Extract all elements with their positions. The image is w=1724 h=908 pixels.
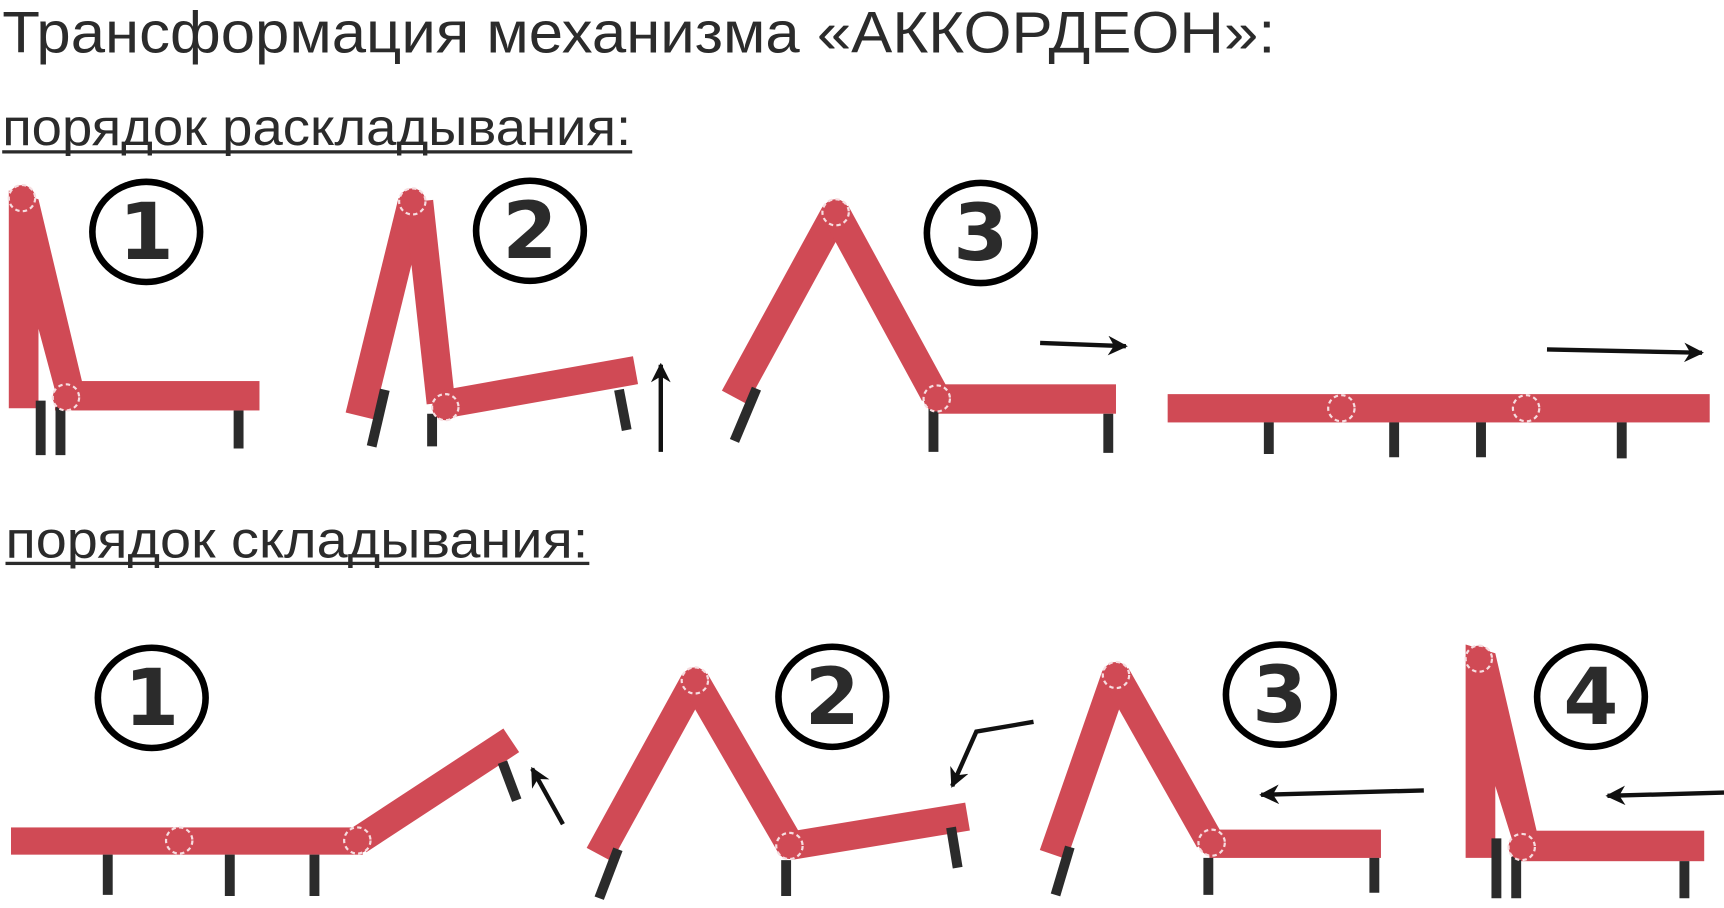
hinge-icon <box>7 183 37 213</box>
sofa-panel <box>823 205 948 401</box>
hinge-icon <box>1101 660 1131 690</box>
hinge-icon <box>1327 394 1356 423</box>
fold-step-2: 2 <box>775 643 890 751</box>
hinge-icon <box>1507 832 1536 862</box>
hinge-icon <box>343 826 372 855</box>
hinge-icon <box>398 187 427 216</box>
step-circle <box>94 644 209 752</box>
sofa-leg <box>729 386 762 443</box>
sofa-leg <box>366 388 390 448</box>
unfold-heading: порядок раскладывания: <box>2 98 631 157</box>
fold-step-1: 1 <box>94 644 209 752</box>
sofa-panel <box>1209 829 1381 858</box>
sofa-panel <box>345 198 427 420</box>
direction-arrow-icon <box>950 719 1034 788</box>
unfold-step-1: 1 <box>89 178 204 286</box>
sofa-leg <box>946 826 963 869</box>
sofa-panel <box>682 673 802 851</box>
fold-heading-underline <box>5 561 590 566</box>
sofa-leg <box>1050 845 1075 897</box>
direction-arrow-icon <box>530 766 565 826</box>
sofa-leg <box>614 388 632 431</box>
sofa-panel <box>1511 830 1705 862</box>
direction-arrow-icon <box>1605 785 1724 806</box>
direction-arrow-icon <box>1546 342 1704 363</box>
step-circle <box>472 177 588 285</box>
hinge-icon <box>164 826 194 855</box>
direction-arrow-icon <box>1040 335 1128 356</box>
hinge-icon <box>680 666 710 695</box>
step-number: 1 <box>119 186 174 278</box>
sofa-backrest <box>8 190 83 409</box>
hinge-icon <box>431 393 460 422</box>
hinge-icon <box>821 198 850 227</box>
unfold-heading-underline <box>2 150 633 154</box>
step-circle <box>89 178 204 286</box>
hinge-icon <box>775 831 804 861</box>
hinge-icon <box>1197 828 1226 857</box>
sofa-leg <box>594 847 623 900</box>
step-circle <box>1533 643 1649 751</box>
sofa-panel <box>934 384 1116 414</box>
unfold-step-2: 2 <box>472 177 588 285</box>
sofa-panel <box>787 802 970 860</box>
fold-step-4: 4 <box>1533 643 1649 751</box>
sofa-panel <box>586 673 708 862</box>
sofa-backrest <box>1465 644 1538 858</box>
hinge-icon <box>1464 644 1494 673</box>
step-number: 2 <box>805 651 860 743</box>
step-circle <box>923 179 1038 287</box>
step-number: 2 <box>502 185 557 277</box>
unfold-step-3: 3 <box>923 179 1038 287</box>
hinge-icon <box>922 384 952 413</box>
page-title: Трансформация механизма «АККОРДЕОН»: <box>2 0 1275 65</box>
sofa-panel <box>1167 394 1710 423</box>
direction-arrow-icon <box>1259 784 1424 805</box>
step-number: 3 <box>1252 649 1307 741</box>
step-circle <box>775 643 890 751</box>
sofa-panel <box>1103 668 1222 848</box>
sofa-panel <box>437 356 639 419</box>
sofa-panel <box>1039 670 1130 860</box>
sofa-panel <box>721 205 849 405</box>
hinge-icon <box>51 383 81 412</box>
step-circle <box>1222 641 1337 748</box>
sofa-panel <box>54 381 260 411</box>
fold-heading: порядок складывания: <box>5 511 588 570</box>
step-number: 4 <box>1563 651 1618 743</box>
sofa-leg <box>497 760 522 802</box>
step-number: 1 <box>124 652 179 744</box>
sofa-panel <box>404 199 456 405</box>
step-number: 3 <box>953 188 1008 280</box>
fold-step-3: 3 <box>1222 641 1337 748</box>
hinge-icon <box>1511 394 1541 423</box>
sofa-panel <box>350 728 520 853</box>
